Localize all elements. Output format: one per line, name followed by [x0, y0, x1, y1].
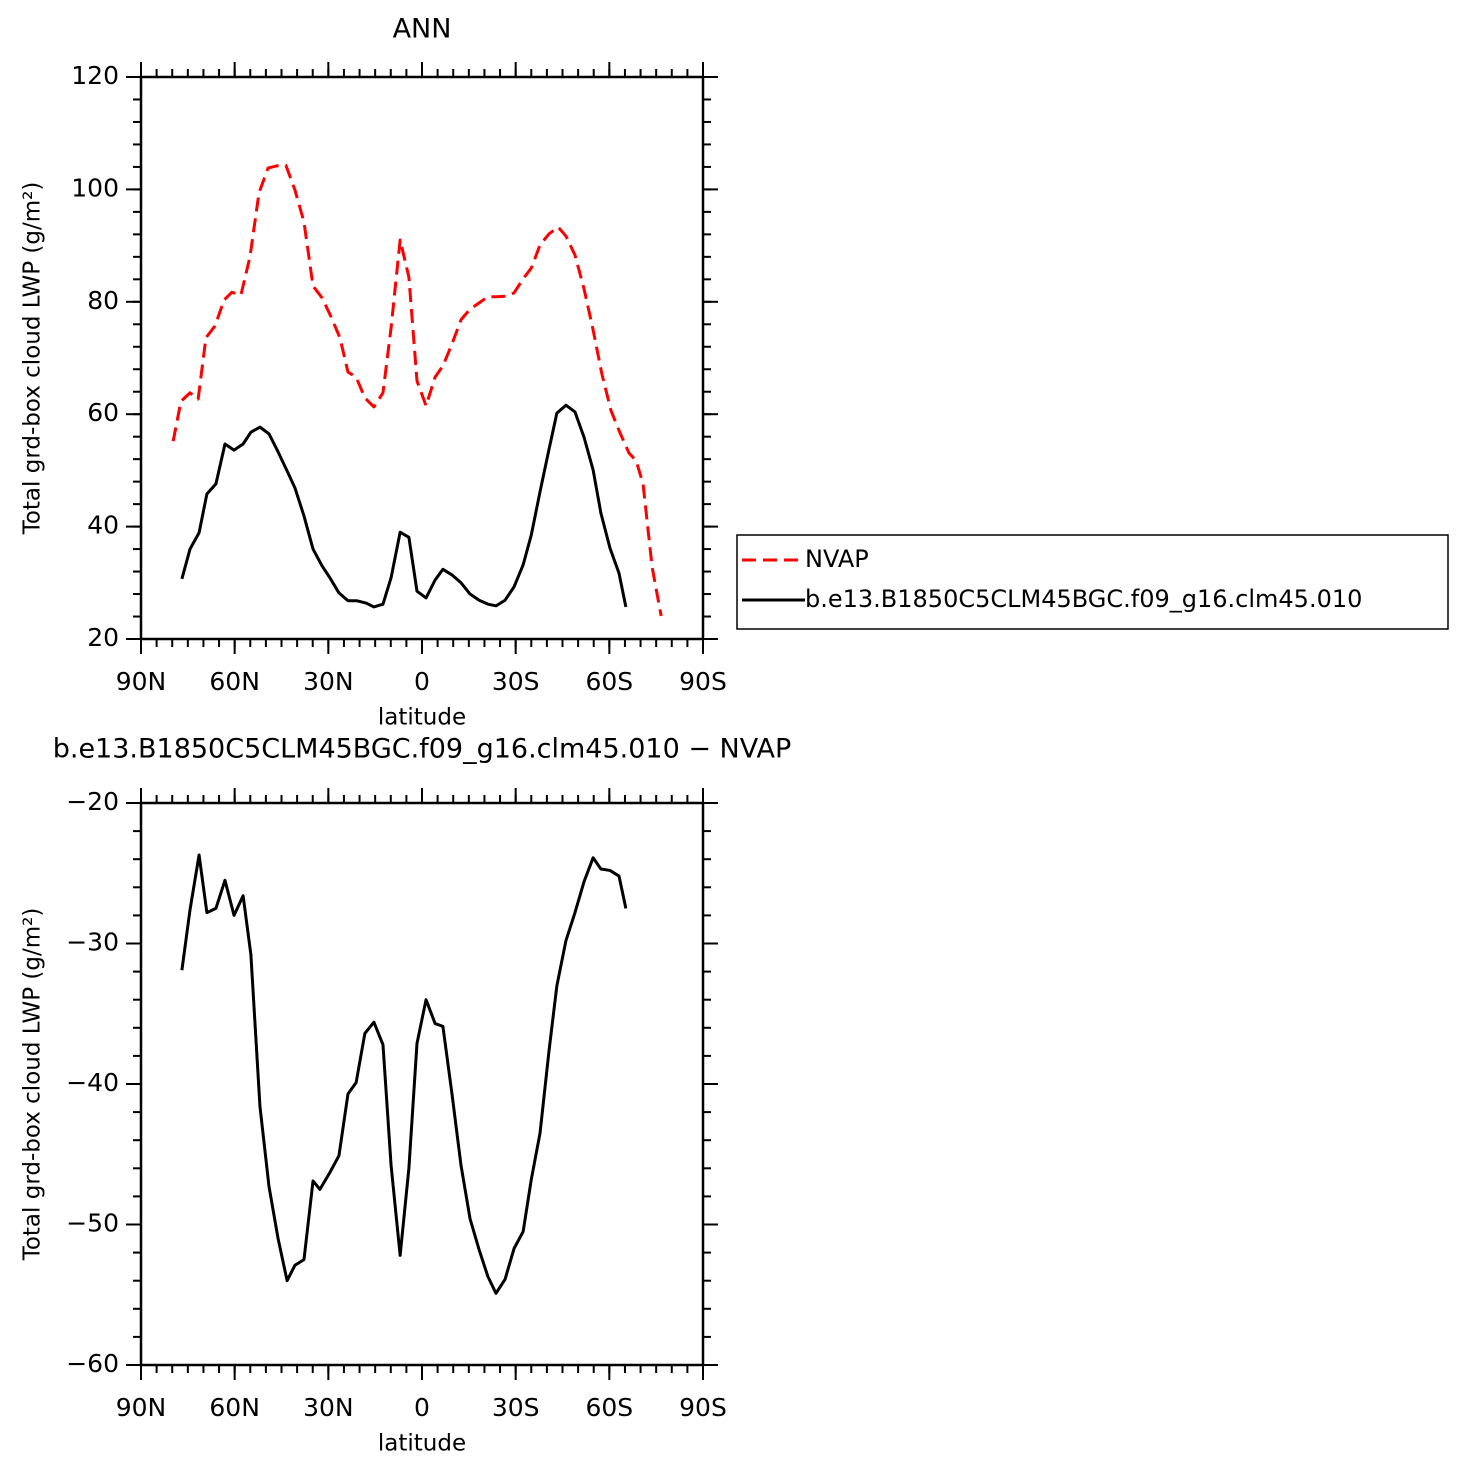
x-tick-label: 60S — [585, 1393, 633, 1422]
x-axis-label: latitude — [378, 1431, 466, 1457]
legend-label: b.e13.B1850C5CLM45BGC.f09_g16.clm45.010 — [805, 585, 1362, 613]
y-axis-label: Total grd-box cloud LWP (g/m²) — [20, 182, 46, 536]
legend-box — [736, 534, 1449, 630]
x-tick-label: 30N — [303, 667, 354, 696]
y-tick-label: 100 — [71, 173, 119, 202]
plot-frame — [139, 75, 705, 641]
x-tick-label: 30S — [492, 1393, 540, 1422]
y-axis-label: Total grd-box cloud LWP (g/m²) — [20, 908, 46, 1262]
x-tick-label: 60N — [209, 667, 260, 696]
x-tick-label: 90N — [116, 1393, 167, 1422]
y-tick-label: −40 — [66, 1068, 119, 1097]
plot-frame — [139, 801, 705, 1367]
y-tick-label: −30 — [66, 928, 119, 957]
x-tick-label: 90S — [679, 667, 727, 696]
x-tick-label: 30N — [303, 1393, 354, 1422]
y-tick-label: −60 — [66, 1349, 119, 1378]
data-line — [171, 163, 663, 617]
x-tick-label: 60N — [209, 1393, 260, 1422]
x-tick-label: 0 — [414, 667, 430, 696]
x-tick-label: 90N — [116, 667, 167, 696]
y-tick-label: 80 — [87, 286, 119, 315]
chart-title: b.e13.B1850C5CLM45BGC.f09_g16.clm45.010 … — [53, 734, 792, 765]
y-tick-label: −50 — [66, 1209, 119, 1238]
y-tick-label: 120 — [71, 61, 119, 90]
x-tick-label: 60S — [585, 667, 633, 696]
x-tick-label: 30S — [492, 667, 540, 696]
y-tick-label: 60 — [87, 398, 119, 427]
legend-label: NVAP — [805, 545, 869, 573]
y-tick-label: 40 — [87, 511, 119, 540]
y-tick-label: −20 — [66, 787, 119, 816]
data-line — [180, 853, 628, 1295]
x-axis-label: latitude — [378, 705, 466, 731]
x-tick-label: 90S — [679, 1393, 727, 1422]
y-tick-label: 20 — [87, 623, 119, 652]
x-tick-label: 0 — [414, 1393, 430, 1422]
data-line — [180, 403, 628, 609]
chart-title: ANN — [393, 14, 452, 45]
